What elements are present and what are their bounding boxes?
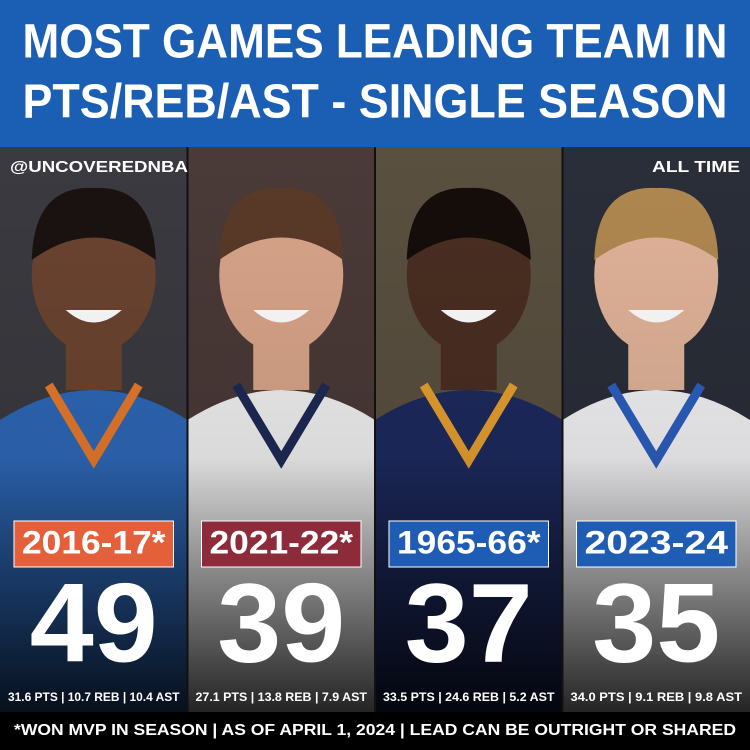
season-badge [388,520,549,568]
season: 1965-66* [397,524,541,560]
photo-shade [187,147,375,712]
stat-line: 31.6 PTS | 10.7 REB | 10.4 AST [8,690,180,704]
season-badge [201,520,362,568]
season-badge [576,520,737,568]
header-band [0,0,750,147]
handle: @UNCOVEREDNBA [10,159,189,176]
player-card: 1965-66*37 33.5 PTS | 24.6 REB | 5.2 AST [374,147,563,712]
photo-shade [562,147,750,712]
photo-shade [0,147,188,712]
games-count: 37 [405,561,533,686]
player-columns: 2016-17*49 31.6 PTS | 10.7 REB | 10.4 AST… [0,147,750,712]
stat-line: 27.1 PTS | 13.8 REB | 7.9 AST [196,690,368,704]
title-line: PTS/REB/AST - SINGLE SEASON [23,76,728,129]
stat-line: 34.0 PTS | 9.1 REB | 9.8 AST [571,690,743,704]
footer-band [0,712,750,750]
footnote: *WON MVP IN SEASON | AS OF APRIL 1, 2024… [14,722,736,739]
scope: ALL TIME [652,159,740,176]
games-count: 35 [592,561,720,686]
season: 2023-24 [585,524,729,560]
season-badge [13,520,174,568]
games-count: 39 [217,561,345,686]
player-card: 2016-17*49 31.6 PTS | 10.7 REB | 10.4 AST [0,147,188,712]
season: 2021-22* [210,524,354,560]
title-line: MOST GAMES LEADING TEAM IN [23,16,728,69]
games-count: 49 [30,561,158,686]
player-card: 2021-22*39 27.1 PTS | 13.8 REB | 7.9 AST [186,147,375,712]
photo-shade [375,147,563,712]
stat-line: 33.5 PTS | 24.6 REB | 5.2 AST [383,690,555,704]
season: 2016-17* [22,524,166,560]
